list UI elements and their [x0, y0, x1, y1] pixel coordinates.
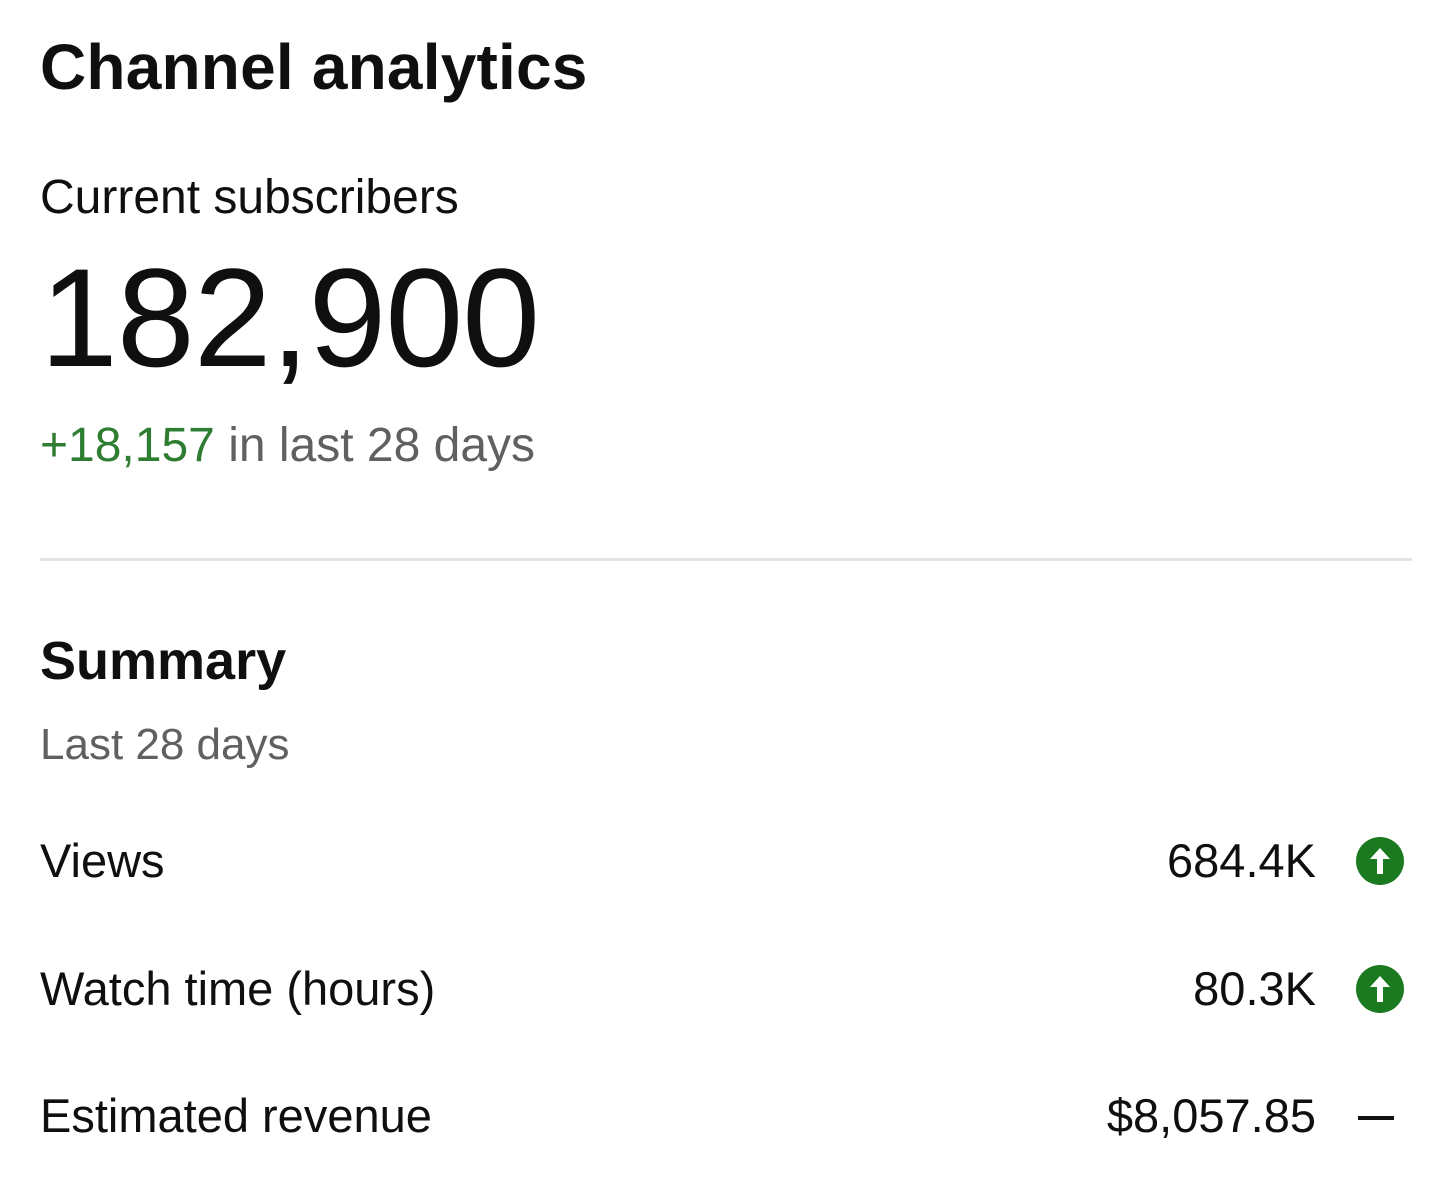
dash-icon	[1358, 1116, 1394, 1120]
metric-value: 684.4K	[1167, 834, 1316, 887]
metric-label: Estimated revenue	[40, 1089, 432, 1142]
summary-title: Summary	[40, 631, 287, 691]
arrow-up-circle-icon	[1356, 837, 1404, 885]
subscriber-count: 182,900	[40, 239, 540, 396]
metric-label: Views	[40, 834, 165, 887]
card-title: Channel analytics	[40, 31, 588, 103]
metric-row-watch-time[interactable]: Watch time (hours) 80.3K	[40, 953, 1412, 1023]
summary-period: Last 28 days	[40, 720, 290, 769]
metric-row-estimated-revenue[interactable]: Estimated revenue $8,057.85	[40, 1080, 1412, 1150]
metric-value: $8,057.85	[1106, 1089, 1316, 1142]
metric-value: 80.3K	[1193, 962, 1316, 1015]
subscriber-change-period: in last 28 days	[228, 419, 536, 472]
metric-label: Watch time (hours)	[40, 962, 436, 1015]
channel-analytics-card: Channel analytics Current subscribers 18…	[40, 0, 1412, 1200]
subscriber-change: +18,157 in last 28 days	[40, 418, 535, 473]
metric-row-views[interactable]: Views 684.4K	[40, 825, 1412, 895]
subscriber-change-delta: +18,157	[40, 419, 215, 472]
current-subscribers-label: Current subscribers	[40, 171, 459, 224]
section-divider	[40, 558, 1412, 561]
arrow-up-circle-icon	[1356, 965, 1404, 1013]
